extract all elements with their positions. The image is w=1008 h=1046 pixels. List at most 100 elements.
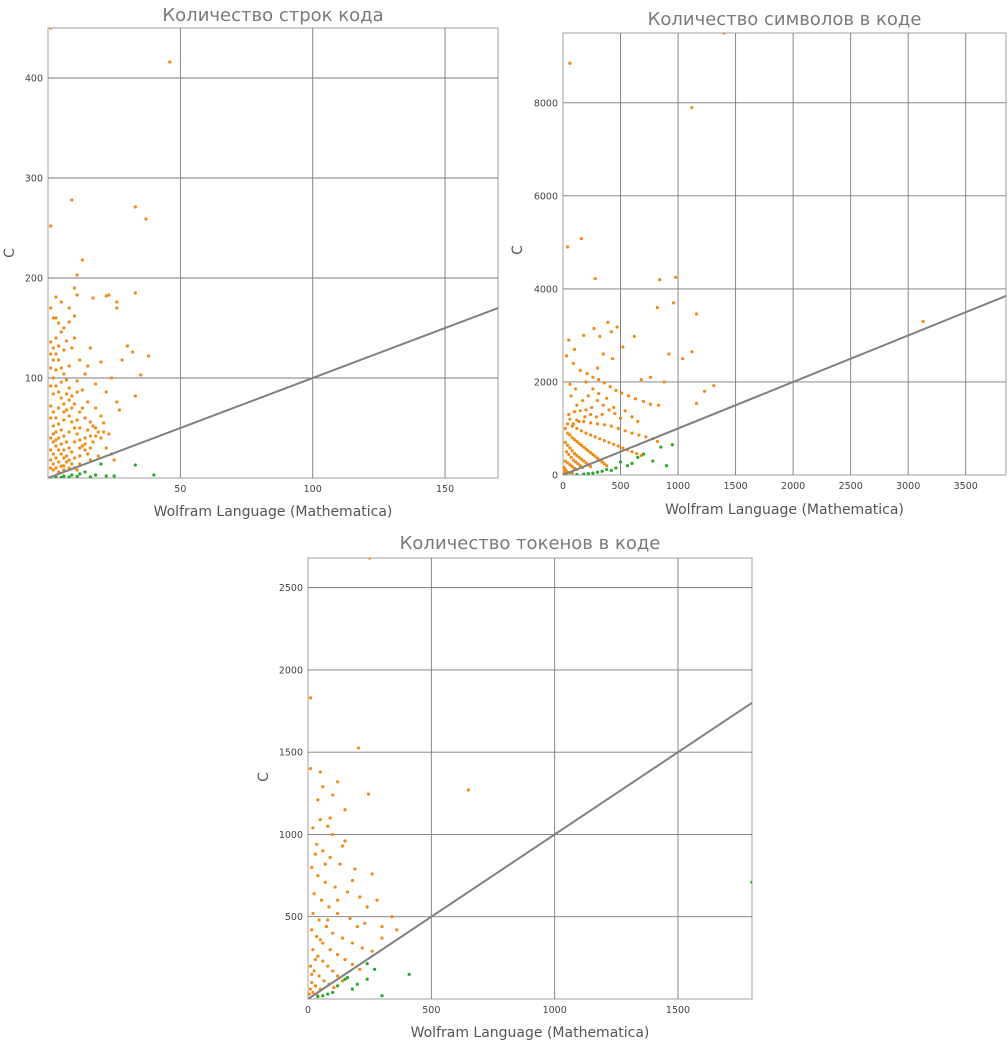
data-point	[594, 415, 598, 419]
data-point	[64, 440, 69, 444]
data-point	[321, 941, 325, 945]
x-axis-label: Wolfram Language (Mathematica)	[665, 502, 904, 518]
data-point	[576, 462, 580, 466]
data-point	[51, 346, 55, 350]
data-point	[690, 350, 694, 354]
data-point	[152, 473, 156, 477]
series-group	[316, 880, 752, 999]
y-tick-label: 1000	[279, 830, 303, 841]
data-point	[612, 442, 616, 446]
data-point	[64, 408, 69, 412]
data-point	[312, 969, 316, 973]
data-point	[75, 273, 79, 277]
data-point	[630, 415, 634, 419]
data-point	[625, 464, 630, 468]
data-point	[681, 357, 685, 361]
data-point	[316, 873, 320, 878]
plot-area	[308, 558, 752, 999]
data-point	[107, 432, 111, 436]
data-point	[568, 433, 572, 437]
data-point	[355, 982, 359, 986]
data-point	[59, 380, 63, 384]
data-point	[586, 472, 590, 475]
data-point	[64, 454, 69, 458]
data-point	[618, 460, 623, 464]
data-point	[51, 316, 55, 320]
data-point	[345, 976, 350, 980]
data-point	[80, 388, 85, 392]
data-point	[639, 453, 643, 458]
data-point	[336, 780, 340, 784]
data-point	[620, 391, 624, 395]
plot-frame	[47, 27, 499, 479]
data-point	[101, 421, 106, 425]
data-point	[577, 419, 581, 424]
data-point	[313, 957, 317, 962]
data-point	[582, 472, 586, 475]
data-point	[575, 439, 579, 444]
data-point	[370, 872, 374, 876]
data-point	[86, 400, 90, 404]
data-point	[607, 440, 611, 445]
data-point	[328, 855, 332, 860]
data-point	[568, 61, 572, 65]
data-point	[579, 429, 584, 433]
data-point	[51, 376, 55, 380]
data-point	[614, 466, 618, 470]
data-point	[353, 867, 357, 871]
data-point	[572, 451, 577, 456]
data-point	[636, 419, 640, 424]
data-point	[64, 460, 69, 464]
y-tick-label: 2500	[279, 583, 303, 594]
data-point	[317, 974, 321, 978]
y-tick-label: 1500	[279, 748, 303, 759]
data-point	[310, 972, 314, 976]
data-point	[630, 450, 634, 454]
data-point	[571, 458, 575, 462]
data-point	[318, 770, 322, 774]
data-point	[64, 339, 69, 343]
data-point	[358, 895, 362, 899]
data-point	[566, 422, 570, 426]
data-point	[609, 330, 613, 334]
data-point	[88, 434, 92, 438]
data-point	[350, 987, 354, 991]
data-point	[70, 420, 74, 424]
data-point	[365, 977, 369, 981]
data-point	[605, 464, 609, 468]
data-point	[78, 472, 82, 476]
data-point	[133, 394, 137, 398]
data-point	[614, 388, 618, 392]
data-point	[78, 410, 82, 414]
data-point	[70, 394, 74, 398]
data-point	[133, 463, 137, 467]
data-point	[566, 461, 570, 465]
data-point	[618, 416, 623, 420]
chart-svg: 0 500 1000 1500 500 1000 1500 2000 2500 Количеств…	[256, 533, 753, 1041]
data-point	[78, 438, 82, 442]
data-point	[584, 408, 588, 412]
data-point	[56, 321, 61, 325]
data-point	[564, 450, 569, 454]
data-point	[56, 422, 61, 426]
data-point	[323, 880, 327, 884]
data-point	[690, 105, 694, 110]
data-point	[343, 808, 347, 812]
data-point	[579, 237, 584, 241]
data-point	[327, 905, 331, 909]
data-point	[101, 430, 106, 434]
data-point	[54, 466, 58, 470]
data-point	[310, 928, 314, 932]
data-point	[62, 326, 66, 330]
data-point	[83, 448, 87, 452]
data-point	[380, 994, 384, 998]
data-point	[59, 475, 63, 478]
data-point	[350, 878, 354, 883]
data-point	[336, 898, 340, 902]
data-point	[62, 434, 66, 438]
data-point	[606, 320, 610, 324]
data-point	[597, 378, 601, 382]
data-point	[75, 468, 79, 472]
data-point	[577, 455, 581, 459]
data-point	[466, 788, 470, 792]
